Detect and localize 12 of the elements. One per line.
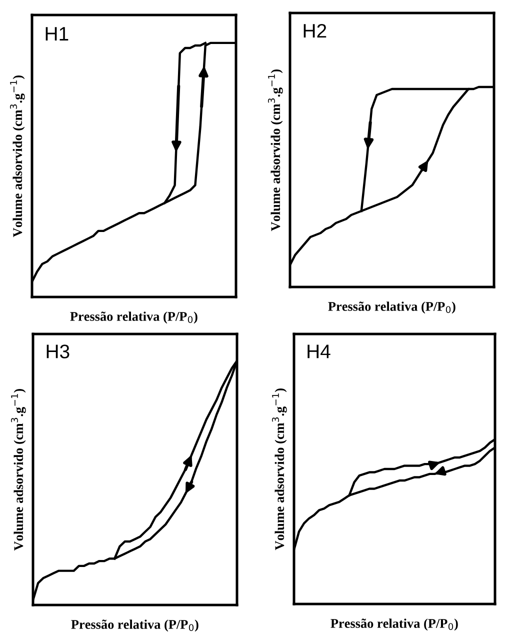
chart-title: H3 [46, 344, 70, 358]
y-axis-title: Volume adsorvido (cm$^{3}$.g$^{−1}$) [11, 389, 26, 551]
y-axis-title: Volume adsorvido (cm$^{3}$.g$^{−1}$) [268, 70, 283, 232]
chart-title: H4 [308, 344, 330, 358]
x-axis-title: Pressão relativa (P/P$_{0}$) [328, 302, 456, 314]
x-axis-title: Pressão relativa (P/P$_{0}$) [330, 618, 458, 631]
x-axis-title: Pressão relativa (P/P$_{0}$) [71, 620, 198, 632]
chart-title: H1 [46, 27, 68, 41]
y-axis-title: Volume adsorvido (cm$^{3}$.g$^{−1}$) [10, 76, 25, 238]
y-axis-title: Volume adsorvido (cm$^{3}$.g$^{−1}$) [272, 388, 287, 550]
chart-title: H2 [304, 24, 326, 38]
x-axis-title: Pressão relativa (P/P$_{0}$) [70, 312, 198, 324]
